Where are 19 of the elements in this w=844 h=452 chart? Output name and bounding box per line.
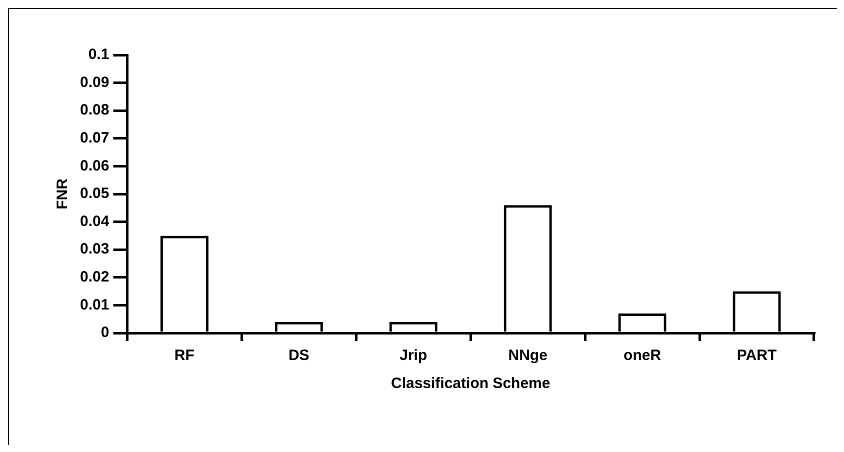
y-tick-label: 0.08 [80,102,110,119]
x-tick-label: RF [174,347,194,364]
y-tick-label: 0.07 [80,130,110,147]
y-tick-label: 0.09 [80,74,110,91]
y-axis-title: FNR [54,178,72,210]
y-tick-label: 0.06 [80,157,110,174]
y-tick-label: 0.03 [80,240,110,258]
x-axis-title: Classification Scheme [390,375,550,392]
x-tick-label: DS [288,347,310,364]
y-tick-label: 0 [100,324,110,342]
y-tick-label: 0.1 [88,46,110,64]
x-tick-label: PART [736,347,777,364]
x-tick-label: oneR [624,347,662,364]
y-tick-label: 0.05 [80,185,110,202]
y-tick-label: 0.02 [80,268,110,286]
y-tick-label: 0.04 [80,212,110,230]
x-tick-label: Jrip [400,347,428,364]
x-tick-label: NNge [508,347,548,364]
y-tick-label: 0.01 [80,296,110,314]
